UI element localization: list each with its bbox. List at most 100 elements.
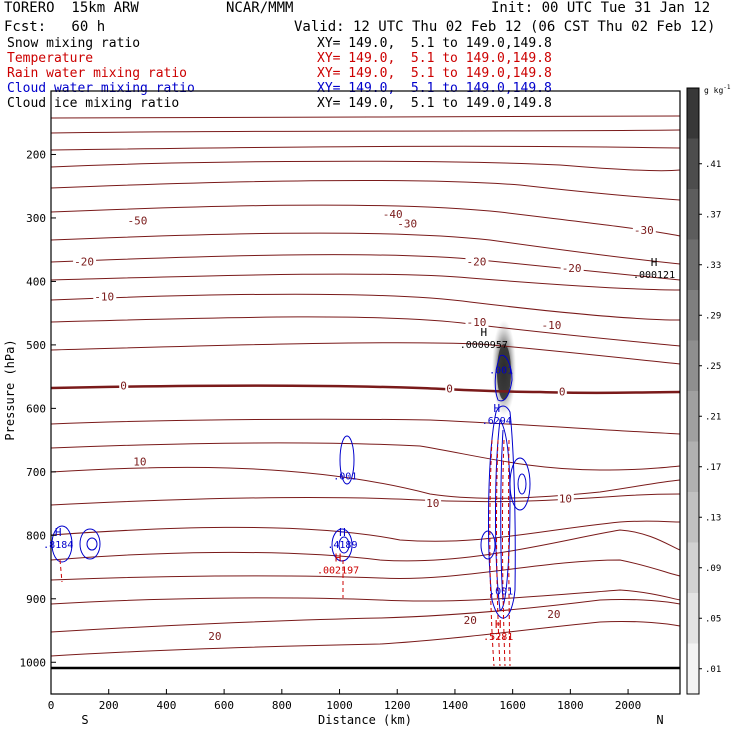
temperature-label: -30: [634, 224, 654, 237]
extremum-letter: H: [495, 618, 502, 631]
y-tick-label: 500: [26, 339, 46, 352]
snow-shading-core: [497, 344, 511, 400]
temperature-label: 0: [446, 383, 453, 396]
colorbar: .41 .37 .33 .29 .25 .21 .17 .13 .09 .05 .01: [686, 87, 721, 695]
forecast-hour: Fcst: 60 h: [4, 19, 106, 35]
temperature-label-bg: [93, 291, 117, 303]
temperature-label: -30: [397, 217, 417, 230]
temperature-label-bg: [126, 215, 150, 227]
temperature-label: 10: [426, 497, 439, 510]
temperature-label-bg: [396, 218, 420, 230]
temperature-label-bg: [540, 320, 564, 332]
y-tick-label: 200: [26, 148, 46, 161]
colorbar-segment: [687, 593, 699, 644]
field-xy-rain: XY= 149.0, 5.1 to 149.0,149.8: [317, 66, 552, 81]
temperature-label: 20: [464, 614, 477, 627]
temperature-label-bg: [546, 608, 563, 620]
field-xy-cloud-water: XY= 149.0, 5.1 to 149.0,149.8: [317, 81, 552, 96]
temperature-label-bg: [425, 497, 442, 509]
temperature-label: -20: [466, 256, 486, 269]
extremum-value: .6294: [482, 416, 512, 427]
colorbar-tick-label: .09: [705, 564, 721, 574]
colorbar-segment: [687, 441, 699, 492]
temperature-label: -40: [383, 208, 403, 221]
temperature-label: 0: [559, 386, 566, 399]
y-tick-label: 800: [26, 529, 46, 542]
colorbar-segment: [687, 340, 699, 391]
colorbar-tick-label: .29: [705, 311, 721, 321]
colorbar-segment: [687, 643, 699, 694]
temperature-label: 20: [208, 630, 221, 643]
y-tick-label: 1000: [20, 656, 47, 669]
colorbar-tick-label: .01: [705, 665, 721, 675]
contour-value-label: .001: [333, 471, 357, 482]
x-tick-label: 800: [272, 699, 292, 712]
extremum-letter: H: [493, 402, 500, 415]
y-tick-label: 300: [26, 212, 46, 225]
extremum-value: .5281: [483, 632, 513, 643]
temperature-label-bg: [557, 386, 567, 398]
org-label: NCAR/MMM: [226, 0, 294, 16]
model-title: TORERO 15km ARW: [4, 0, 139, 16]
y-axis-ticks: 200 300 400 500 600 700 800 900 1000: [20, 148, 56, 669]
field-xy-cloud-ice: XY= 149.0, 5.1 to 149.0,149.8: [317, 96, 552, 111]
colorbar-segment: [687, 492, 699, 543]
colorbar-tick-label: .33: [705, 261, 721, 271]
x-tick-label: 2000: [615, 699, 642, 712]
x-tick-label: 1600: [499, 699, 526, 712]
field-name-cloud-ice: Cloud ice mixing ratio: [7, 96, 180, 111]
extremum-value: .4189: [327, 540, 357, 551]
x-axis-ticks: 0 200 400 600 800 1000 1200 1400 1600 1800 2000: [48, 689, 642, 712]
field-name-temperature: Temperature: [7, 51, 94, 66]
y-tick-label: 700: [26, 466, 46, 479]
temperature-label: 10: [133, 455, 146, 468]
x-tick-label: 1000: [326, 699, 353, 712]
temperature-label: 20: [547, 608, 560, 621]
x-tick-label: 1200: [384, 699, 411, 712]
extremum-letter: H: [651, 256, 658, 269]
y-tick-label: 900: [26, 593, 46, 606]
extremum-value: .8184: [43, 540, 73, 551]
colorbar-tick-label: .17: [705, 463, 721, 473]
temperature-label-bg: [560, 262, 584, 274]
contour-value-label: .001: [489, 586, 513, 597]
x-tick-label: 400: [156, 699, 176, 712]
colorbar-tick-label: .25: [705, 362, 721, 372]
temperature-label: -20: [562, 262, 582, 275]
x-tick-label: 200: [99, 699, 119, 712]
colorbar-segment: [687, 542, 699, 593]
y-axis-title: Pressure (hPa): [3, 339, 17, 440]
x-tick-label: 1800: [557, 699, 584, 712]
x-tick-label: 0: [48, 699, 55, 712]
cloud-water-contours: [51, 354, 531, 619]
colorbar-frame: [686, 87, 700, 695]
colorbar-segment: [687, 239, 699, 290]
temperature-label-bg: [73, 256, 97, 268]
colorbar-segment: [687, 391, 699, 442]
field-name-cloud-water: Cloud water mixing ratio: [7, 81, 195, 96]
x-tick-label: 1400: [442, 699, 469, 712]
extremum-letter: H: [480, 326, 487, 339]
colorbar-tick-label: .13: [705, 513, 721, 523]
temperature-label-bg: [632, 224, 656, 236]
y-tick-label: 400: [26, 275, 46, 288]
contour-value-label: .001: [489, 365, 513, 376]
colorbar-tick-label: .21: [705, 412, 721, 422]
colorbar-tick-label: .37: [705, 210, 721, 220]
field-xy-snow: XY= 149.0, 5.1 to 149.0,149.8: [317, 36, 552, 51]
y-tick-label: 600: [26, 402, 46, 415]
temperature-label-bg: [465, 316, 489, 328]
extremum-value: .000121: [633, 270, 675, 281]
temperature-label: -10: [542, 319, 562, 332]
extremum-letter: H: [339, 526, 346, 539]
temperature-label-bg: [462, 615, 479, 627]
colorbar-segment: [687, 290, 699, 341]
temperature-label-bg: [207, 631, 224, 643]
field-name-snow: Snow mixing ratio: [7, 36, 141, 51]
temperature-label: -10: [94, 290, 114, 303]
extremum-value: .002197: [317, 565, 359, 576]
colorbar-segment: [687, 189, 699, 240]
rain-water-contours: [59, 439, 511, 667]
